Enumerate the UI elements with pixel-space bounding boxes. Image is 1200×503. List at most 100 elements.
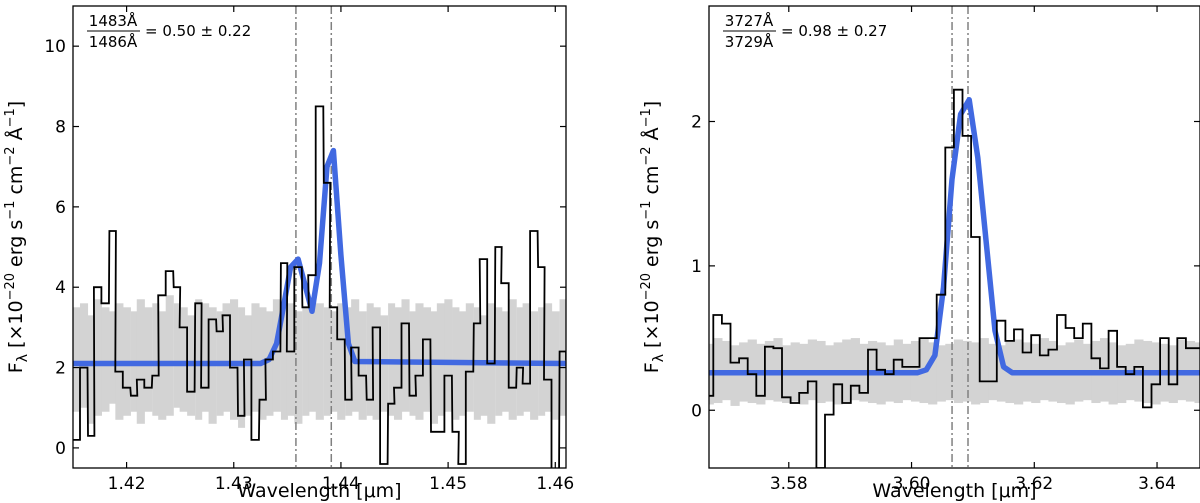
plot-area	[73, 6, 573, 468]
ylabel-erg: erg s	[641, 220, 663, 273]
model-fit-line	[709, 97, 1200, 376]
error-band-bin	[280, 307, 288, 420]
error-band-bin	[230, 299, 239, 420]
plot-frame	[72, 5, 567, 469]
ratio-value: = 0.98 ± 0.27	[781, 22, 887, 40]
error-band-bin	[444, 299, 453, 412]
ratio-denominator: 3729Å	[725, 32, 774, 51]
error-band-bin	[962, 340, 972, 402]
error-band-bin	[286, 303, 295, 416]
y-tick-label: 8	[55, 118, 66, 138]
x-tick-label: 1.45	[429, 474, 467, 494]
ylabel-exp2: −1	[639, 201, 654, 220]
error-band-bin	[936, 345, 946, 402]
x-tick-label: 3.64	[1138, 474, 1176, 494]
x-tick-label: 1.46	[536, 474, 574, 494]
error-band-bin	[401, 299, 410, 412]
error-band-bin	[101, 307, 110, 412]
error-band-bin	[315, 303, 324, 420]
error-band-bin	[773, 338, 783, 402]
error-band-bin	[345, 307, 353, 416]
ylabel-exp2: −1	[3, 201, 18, 220]
x-tick-label: 1.43	[215, 474, 253, 494]
error-band-bin	[979, 338, 989, 404]
ylabel-f: F	[641, 362, 663, 373]
error-band-bin	[566, 307, 573, 411]
ratio-annotation: 1483Å 1486Å = 0.50 ± 0.22	[87, 11, 251, 51]
x-axis-label: Wavelength [μm]	[872, 480, 1036, 502]
x-tick-label: 3.58	[770, 474, 808, 494]
error-band-bin	[238, 307, 246, 428]
x-tick-label: 1.44	[322, 474, 360, 494]
chart-panel-1: 1.42 1.43 1.44 1.45 1.46 0 2 4 6 8 10 Wavelength [μ…	[3, 5, 574, 502]
error-band-bin	[173, 303, 181, 408]
ylabel-lambda: λ	[15, 354, 31, 362]
ylabel-lambda: λ	[651, 354, 667, 362]
ylabel-exp1: −20	[3, 273, 18, 300]
error-band-bin	[323, 307, 331, 416]
ylabel-cm: cm	[641, 166, 663, 201]
ylabel-cm: cm	[5, 166, 27, 201]
error-band-bin	[308, 299, 317, 412]
y-tick-label: 4	[55, 278, 66, 298]
ratio-numerator: 3727Å	[725, 11, 774, 30]
error-band-bin	[165, 295, 174, 416]
ylabel-exp4: −1	[3, 108, 18, 127]
error-band-bin	[436, 303, 445, 416]
y-axis-label: Fλ [×10−20 erg s−1 cm−2 Å−1]	[3, 101, 31, 373]
ylabel-times: [×10	[5, 300, 27, 354]
error-band-bin	[329, 311, 338, 412]
error-band-bin	[1039, 338, 1050, 401]
error-band-bin	[522, 303, 531, 412]
error-band-bin	[850, 338, 860, 401]
y-tick-label: 10	[44, 37, 66, 57]
error-band-bin	[93, 299, 103, 416]
error-band-bin	[430, 311, 438, 424]
error-band-bin	[988, 343, 998, 401]
ylabel-close: ]	[5, 101, 27, 108]
error-band-bin	[479, 315, 488, 416]
error-band-bin	[971, 342, 981, 405]
error-band-bin	[465, 303, 474, 412]
y-tick-label: 2	[55, 359, 66, 379]
error-band-bin	[79, 303, 89, 408]
ylabel-ang: Å	[4, 127, 27, 146]
ylabel-erg: erg s	[5, 220, 27, 273]
error-band-bin	[945, 343, 955, 401]
error-band-bin	[953, 339, 964, 404]
plot-area	[709, 6, 1200, 468]
y-axis-label: Fλ [×10−20 erg s−1 cm−2 Å−1]	[639, 101, 667, 373]
error-band-bin	[152, 303, 160, 416]
ylabel-exp1: −20	[639, 273, 654, 300]
y-tick-label: 6	[55, 198, 66, 218]
error-band-bin	[179, 307, 188, 412]
ylabel-exp4: −1	[639, 108, 654, 127]
error-band-bin	[265, 311, 274, 416]
observed-spectrum-step	[709, 88, 1200, 468]
x-tick-label: 1.42	[108, 474, 146, 494]
y-tick-label: 1	[691, 257, 702, 277]
plot-frame	[708, 5, 1200, 469]
error-band-bin	[508, 299, 517, 420]
ratio-value: = 0.50 ± 0.22	[145, 22, 251, 40]
error-band-bin	[807, 339, 818, 401]
error-band-bin	[337, 303, 346, 420]
y-tick-label: 2	[691, 113, 702, 133]
error-band-bin	[222, 303, 231, 412]
x-axis-label: Wavelength [μm]	[237, 480, 401, 502]
ratio-numerator: 1483Å	[89, 11, 138, 30]
error-band-bin	[144, 307, 153, 412]
ylabel-times: [×10	[641, 300, 663, 354]
error-band-bin	[195, 299, 203, 420]
error-band-bin	[201, 303, 210, 412]
ratio-denominator: 1486Å	[89, 32, 138, 51]
x-tick-label: 3.60	[893, 474, 931, 494]
error-band-bin	[1177, 339, 1187, 401]
error-band-bin	[251, 303, 260, 412]
error-band-bin	[559, 299, 566, 416]
error-band-bin	[294, 311, 303, 424]
error-band-bin	[358, 311, 367, 420]
ylabel-f: F	[5, 362, 27, 373]
x-tick-label: 3.62	[1015, 474, 1053, 494]
